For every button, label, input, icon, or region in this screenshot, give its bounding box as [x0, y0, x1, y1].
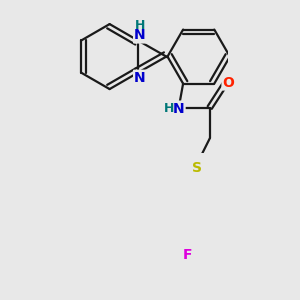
Text: F: F — [182, 248, 192, 262]
Text: N: N — [173, 102, 184, 116]
Text: H: H — [135, 19, 145, 32]
Text: H: H — [164, 102, 174, 115]
Text: S: S — [192, 161, 202, 175]
Text: N: N — [134, 28, 146, 43]
Text: N: N — [134, 71, 146, 85]
Text: O: O — [223, 76, 234, 89]
